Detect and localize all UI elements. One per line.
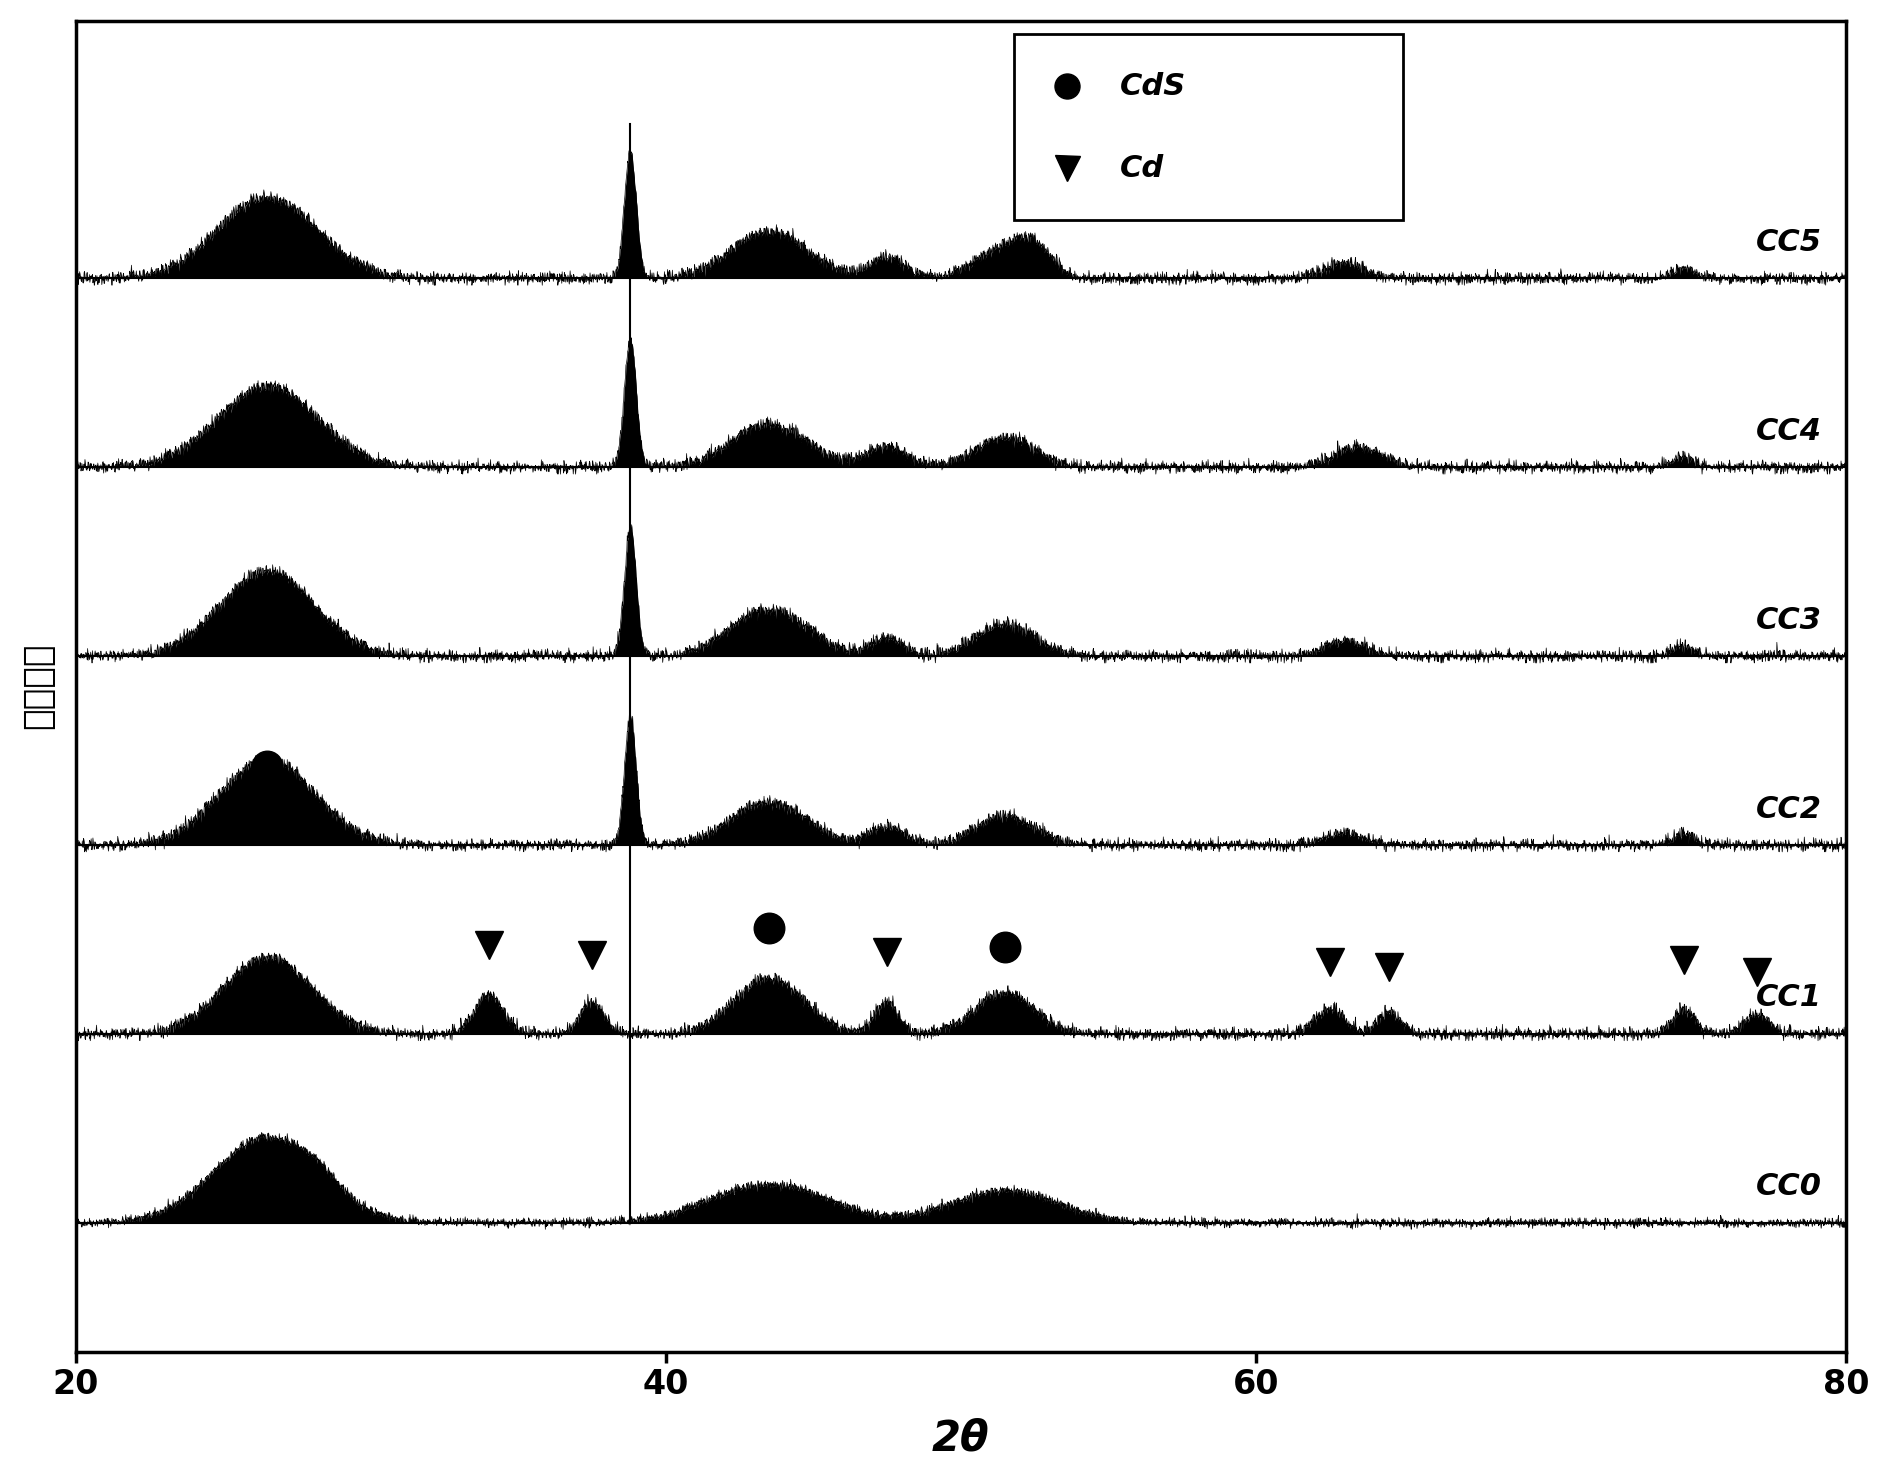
Text: CC0: CC0 xyxy=(1755,1172,1821,1202)
X-axis label: 2θ: 2θ xyxy=(931,1418,990,1459)
Text: CC3: CC3 xyxy=(1755,605,1821,635)
Text: CdS: CdS xyxy=(1120,73,1186,101)
Text: Cd: Cd xyxy=(1120,154,1164,182)
Text: CC2: CC2 xyxy=(1755,795,1821,823)
Text: CC4: CC4 xyxy=(1755,417,1821,445)
Y-axis label: 累计强度: 累计强度 xyxy=(21,642,55,730)
Text: CC5: CC5 xyxy=(1755,228,1821,258)
FancyBboxPatch shape xyxy=(1013,34,1404,221)
Text: CC1: CC1 xyxy=(1755,983,1821,1012)
